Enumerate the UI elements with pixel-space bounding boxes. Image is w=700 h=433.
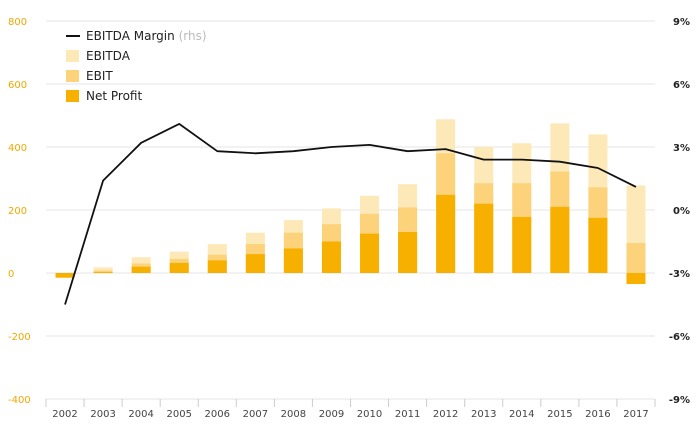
- bar-ebit-2003: [93, 270, 113, 273]
- y-left-tick-label: -200: [8, 332, 31, 343]
- y-right-tick-label: 9%: [673, 17, 690, 28]
- y-left-tick-label: 0: [8, 269, 14, 280]
- legend-label-net-profit: Net Profit: [86, 89, 142, 103]
- y-right-tick-label: -9%: [669, 395, 690, 406]
- x-tick-label: 2005: [166, 409, 191, 420]
- ebitda-margin-line: [64, 123, 637, 305]
- x-tick-label: 2004: [128, 409, 153, 420]
- x-tick-label: 2010: [357, 409, 382, 420]
- y-right-tick-label: -6%: [669, 332, 690, 343]
- x-tick-label: 2015: [547, 409, 572, 420]
- y-left-tick-label: 800: [8, 17, 27, 28]
- margin-line: [64, 123, 637, 305]
- y-right-tick-label: 6%: [673, 80, 690, 91]
- x-tick-label: 2003: [90, 409, 115, 420]
- gridlines: [45, 20, 656, 407]
- legend-swatch-ebitda: [66, 50, 79, 62]
- y-left-tick-label: -400: [8, 395, 31, 406]
- bar-net-profit-2013: [474, 203, 494, 273]
- bar-net-profit-2006: [207, 260, 227, 273]
- bar-net-profit-2008: [283, 248, 303, 273]
- bar-net-profit-2002: [55, 273, 75, 278]
- x-tick-label: 2008: [281, 409, 306, 420]
- bar-net-profit-2005: [169, 262, 189, 273]
- y-right-tick-label: -3%: [669, 269, 690, 280]
- x-tick-label: 2012: [433, 409, 458, 420]
- x-tick-label: 2014: [509, 409, 534, 420]
- bar-net-profit-2014: [512, 216, 532, 273]
- x-tick-label: 2007: [243, 409, 268, 420]
- bars: [55, 119, 646, 285]
- x-tick-label: 2016: [585, 409, 610, 420]
- legend-swatch-net-profit: [66, 90, 79, 102]
- y-left-tick-label: 400: [8, 143, 27, 154]
- y-left-tick-label: 600: [8, 80, 27, 91]
- bar-net-profit-2004: [131, 266, 151, 273]
- axes: 800 600 400 200 0 -200 -400 9% 6% 3% 0% -3% -6% -9% 20…: [8, 17, 690, 420]
- legend-label-ebitda-margin: EBITDA Margin (rhs): [86, 29, 207, 43]
- y-left-tick-label: 200: [8, 206, 27, 217]
- legend-label-ebit: EBIT: [86, 69, 113, 83]
- bar-net-profit-2010: [360, 233, 380, 273]
- bar-ebitda-2003: [93, 267, 113, 273]
- x-tick-label: 2009: [319, 409, 344, 420]
- bar-net-profit-2003: [93, 272, 113, 274]
- x-tick-label: 2011: [395, 409, 420, 420]
- x-tick-label: 2013: [471, 409, 496, 420]
- y-right-tick-label: 0%: [673, 206, 690, 217]
- bar-net-profit-2012: [436, 194, 456, 273]
- y-right-tick-label: 3%: [673, 143, 690, 154]
- legend-label-ebitda: EBITDA: [86, 49, 131, 63]
- bar-net-profit-2017: [626, 273, 646, 285]
- bar-ebit-2017: [626, 243, 646, 273]
- x-tick-label: 2017: [623, 409, 648, 420]
- bar-net-profit-2011: [398, 232, 418, 273]
- legend: EBITDA Margin (rhs) EBITDA EBIT Net Prof…: [66, 29, 207, 103]
- bar-net-profit-2016: [588, 217, 608, 273]
- bar-net-profit-2009: [321, 241, 341, 273]
- bar-net-profit-2007: [245, 254, 265, 273]
- x-tick-label: 2006: [205, 409, 230, 420]
- bar-net-profit-2015: [550, 206, 570, 273]
- legend-swatch-ebit: [66, 70, 79, 82]
- legend-rhs-note: (rhs): [179, 29, 207, 43]
- x-tick-label: 2002: [52, 409, 77, 420]
